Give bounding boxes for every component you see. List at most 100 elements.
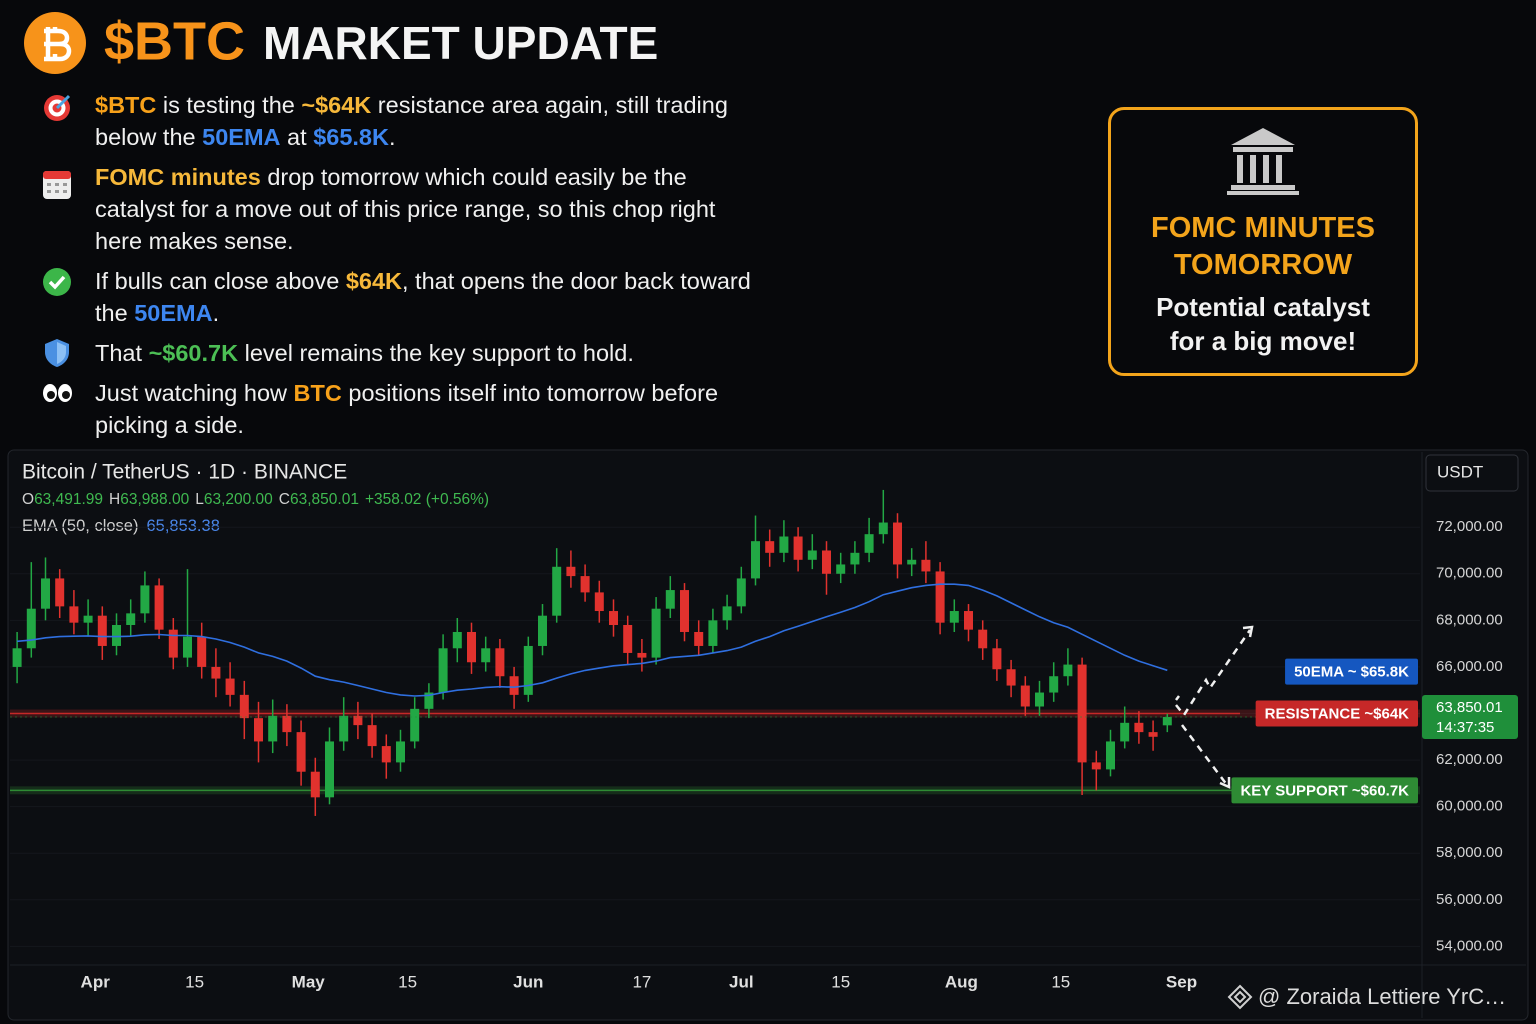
candle-body bbox=[864, 534, 874, 553]
bull-arrowhead bbox=[1242, 625, 1254, 638]
x-tick-label: Apr bbox=[81, 972, 111, 991]
ema-line bbox=[17, 583, 1168, 697]
candle-body bbox=[12, 648, 22, 667]
highlight: FOMC minutes bbox=[95, 164, 261, 190]
candle-body bbox=[807, 550, 817, 560]
bullet-text: at bbox=[280, 124, 314, 150]
y-tick-label: 70,000.00 bbox=[1436, 565, 1503, 582]
candle-body bbox=[424, 692, 434, 709]
level-tag-box bbox=[1285, 658, 1418, 685]
candle-body bbox=[836, 564, 846, 574]
candle-body bbox=[83, 615, 93, 623]
bear-arrowhead bbox=[1219, 777, 1231, 789]
bullet-text: drop tomorrow which could easily be the … bbox=[95, 164, 716, 254]
level-tag: 50EMA ~ $65.8K bbox=[1285, 658, 1418, 685]
bullet: If bulls can close above $64K, that open… bbox=[95, 265, 760, 329]
y-tick-label: 68,000.00 bbox=[1436, 611, 1503, 628]
highlight: ~$64K bbox=[301, 92, 372, 118]
candle-body bbox=[878, 522, 888, 535]
quote-key: C bbox=[279, 491, 290, 508]
candle-body bbox=[708, 620, 718, 646]
level-tag-label: KEY SUPPORT ~$60.7K bbox=[1240, 782, 1409, 799]
y-tick-label: 66,000.00 bbox=[1436, 658, 1503, 675]
candle-body bbox=[268, 715, 278, 742]
candle-body bbox=[1063, 664, 1073, 677]
x-tick-label: 15 bbox=[1051, 972, 1070, 991]
y-tick-label: 72,000.00 bbox=[1436, 518, 1503, 535]
candle-body bbox=[978, 629, 988, 649]
ema-name: EMA (50, close) bbox=[22, 517, 138, 535]
icon-check bbox=[43, 268, 71, 296]
last-price-box bbox=[1422, 694, 1518, 739]
candle-body bbox=[1020, 685, 1030, 707]
candle-body bbox=[396, 741, 405, 763]
candle-body bbox=[367, 725, 377, 747]
highlight: 50EMA bbox=[202, 124, 281, 150]
candle-body bbox=[239, 694, 249, 719]
candle-body bbox=[26, 608, 36, 649]
candle-body bbox=[893, 522, 902, 565]
candle-body bbox=[665, 590, 675, 609]
candle-body bbox=[1006, 669, 1016, 686]
highlight: $65.8K bbox=[313, 124, 389, 150]
candle-body bbox=[410, 708, 420, 742]
candle-body bbox=[495, 648, 505, 677]
chart-symbol: Bitcoin / TetherUS · 1D · BINANCE bbox=[22, 461, 347, 484]
candle-body bbox=[112, 625, 121, 646]
currency: USDT bbox=[1437, 462, 1483, 481]
candle-body bbox=[1148, 732, 1158, 737]
candle-body bbox=[154, 585, 164, 630]
candle-body bbox=[168, 629, 178, 658]
x-tick-label: 17 bbox=[632, 972, 651, 991]
candle-body bbox=[1049, 676, 1059, 693]
candle-body bbox=[680, 590, 689, 632]
x-tick-label: 15 bbox=[185, 972, 204, 991]
candle-body bbox=[467, 631, 476, 663]
bullet: $BTC is testing the ~$64K resistance are… bbox=[95, 89, 760, 153]
candle-body bbox=[55, 578, 65, 607]
candle-body bbox=[1077, 664, 1087, 763]
bullet: That ~$60.7K level remains the key suppo… bbox=[95, 337, 760, 369]
candle-body bbox=[623, 625, 633, 653]
y-tick-label: 60,000.00 bbox=[1436, 798, 1503, 815]
candle-body bbox=[538, 615, 547, 646]
quote-line: O63,491.99 H63,988.00 L63,200.00 C63,850.01… bbox=[22, 491, 489, 508]
candle-body bbox=[722, 606, 732, 621]
bullet-text: is testing the bbox=[156, 92, 302, 118]
candle-body bbox=[779, 536, 789, 553]
ema-legend: EMA (50, close) 65,853.38 bbox=[22, 517, 220, 535]
bullet-text: . bbox=[212, 300, 220, 326]
candle-body bbox=[1091, 762, 1101, 770]
candle-body bbox=[254, 718, 263, 742]
x-tick-label: Jun bbox=[513, 972, 543, 991]
candle-body bbox=[41, 578, 50, 609]
candle-body bbox=[907, 559, 917, 565]
quote-key: O bbox=[22, 491, 34, 508]
candle-body bbox=[552, 566, 562, 616]
candle-body bbox=[921, 559, 931, 572]
candle-body bbox=[580, 576, 590, 593]
x-tick-label: 15 bbox=[398, 972, 417, 991]
level-tag-label: 50EMA ~ $65.8K bbox=[1294, 664, 1409, 681]
candle-body bbox=[381, 746, 391, 763]
candle-body bbox=[126, 613, 136, 625]
quote-value: 63,988.00 bbox=[120, 491, 189, 508]
candle-body bbox=[69, 606, 79, 623]
icon-shield bbox=[45, 339, 69, 367]
bullet-text: , that opens the door back toward the bbox=[95, 268, 751, 326]
icon-target bbox=[44, 94, 71, 121]
x-tick-label: Aug bbox=[945, 972, 978, 991]
candle-body bbox=[964, 611, 973, 630]
level-tag-box bbox=[1255, 700, 1418, 727]
candle-body bbox=[1134, 722, 1144, 733]
scenario-arrows bbox=[1175, 625, 1254, 789]
candle-body bbox=[1120, 722, 1130, 742]
candle-body bbox=[282, 715, 292, 733]
bear-arrow bbox=[1175, 695, 1228, 786]
candle-body bbox=[452, 631, 462, 649]
candle-body bbox=[594, 592, 604, 612]
bullet-text: positions itself into tomorrow before pi… bbox=[95, 380, 719, 438]
candle-body bbox=[481, 648, 491, 663]
candle-body bbox=[651, 608, 661, 658]
